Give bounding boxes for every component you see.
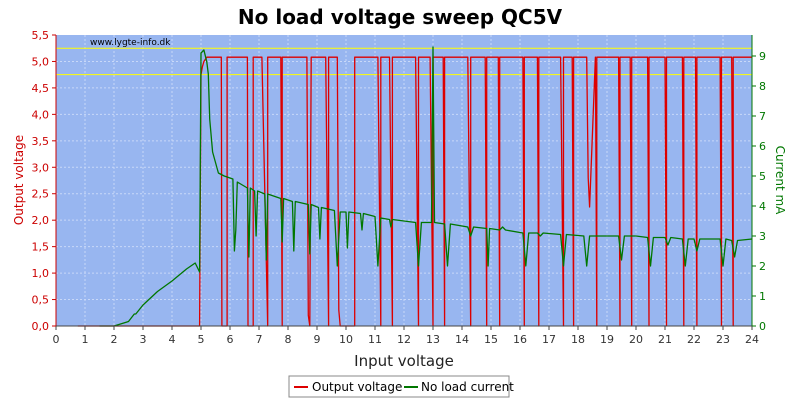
right-y-tick-label: 4 xyxy=(759,200,766,213)
x-tick-label: 18 xyxy=(571,333,585,346)
x-tick-label: 6 xyxy=(227,333,234,346)
x-tick-label: 8 xyxy=(285,333,292,346)
x-tick-label: 20 xyxy=(629,333,643,346)
left-y-tick-label: 1,5 xyxy=(32,241,50,254)
x-tick-label: 19 xyxy=(600,333,614,346)
x-tick-label: 9 xyxy=(314,333,321,346)
x-tick-label: 7 xyxy=(256,333,263,346)
left-y-tick-label: 4,0 xyxy=(32,108,50,121)
x-tick-label: 10 xyxy=(339,333,353,346)
right-y-tick-label: 6 xyxy=(759,140,766,153)
right-y-tick-label: 8 xyxy=(759,80,766,93)
x-axis-label: Input voltage xyxy=(354,352,454,370)
right-y-tick-label: 1 xyxy=(759,290,766,303)
left-y-tick-label: 2,0 xyxy=(32,214,50,227)
x-tick-label: 0 xyxy=(53,333,60,346)
right-y-tick-label: 3 xyxy=(759,230,766,243)
x-tick-label: 1 xyxy=(82,333,89,346)
watermark: www.lygte-info.dk xyxy=(90,38,171,48)
legend: Output voltage No load current xyxy=(288,375,514,398)
legend-label-no-load-current: No load current xyxy=(421,380,514,394)
left-y-tick-label: 3,5 xyxy=(32,135,50,148)
x-tick-label: 21 xyxy=(658,333,672,346)
x-ticks: 0 1 2 3 4 5 6 7 8 9 10 11 12 13 14 15 16 17 18 19 20 21 22 23 24 xyxy=(53,326,759,346)
x-tick-label: 4 xyxy=(169,333,176,346)
left-y-tick-label: 1,0 xyxy=(32,267,50,280)
x-tick-label: 12 xyxy=(397,333,411,346)
series-line-no-load-current xyxy=(99,46,753,327)
legend-box xyxy=(288,375,510,398)
chart-title: No load voltage sweep QC5V xyxy=(238,5,563,29)
x-tick-label: 17 xyxy=(542,333,556,346)
right-y-tick-label: 9 xyxy=(759,50,766,63)
right-y-tick-label: 2 xyxy=(759,260,766,273)
left-y-axis-label: Output voltage xyxy=(12,135,26,225)
right-y-ticks: 0 1 2 3 4 5 6 7 8 9 xyxy=(752,50,766,333)
x-tick-label: 23 xyxy=(716,333,730,346)
left-y-ticks: 0,0 0,5 1,0 1,5 2,0 2,5 3,0 3,5 4,0 4,5 5,0 5,5 xyxy=(32,29,56,333)
x-tick-label: 15 xyxy=(484,333,498,346)
x-tick-label: 2 xyxy=(111,333,118,346)
left-y-tick-label: 3,0 xyxy=(32,161,50,174)
x-tick-label: 16 xyxy=(513,333,527,346)
left-y-tick-label: 2,5 xyxy=(32,188,50,201)
right-y-axis-label: Current mA xyxy=(773,146,787,216)
left-y-tick-label: 5,5 xyxy=(32,29,50,42)
left-y-tick-label: 0,5 xyxy=(32,294,50,307)
x-tick-label: 14 xyxy=(455,333,469,346)
right-y-tick-label: 7 xyxy=(759,110,766,123)
left-y-tick-label: 4,5 xyxy=(32,82,50,95)
right-y-tick-label: 0 xyxy=(759,320,766,333)
right-y-tick-label: 5 xyxy=(759,170,766,183)
x-tick-label: 22 xyxy=(687,333,701,346)
x-tick-label: 13 xyxy=(426,333,440,346)
left-y-tick-label: 5,0 xyxy=(32,55,50,68)
x-tick-label: 3 xyxy=(140,333,147,346)
x-tick-label: 5 xyxy=(198,333,205,346)
left-y-tick-label: 0,0 xyxy=(32,320,50,333)
x-tick-label: 11 xyxy=(368,333,382,346)
legend-label-output-voltage: Output voltage xyxy=(312,380,402,394)
x-tick-label: 24 xyxy=(745,333,759,346)
reference-lines xyxy=(56,47,752,76)
